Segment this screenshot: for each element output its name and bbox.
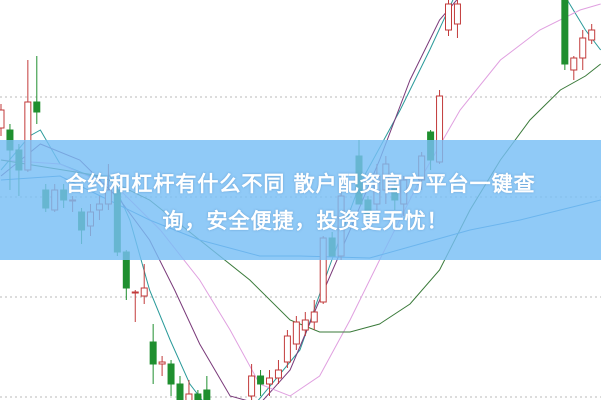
candle-body xyxy=(158,361,166,365)
candle-body xyxy=(283,335,291,363)
candle-body xyxy=(301,319,309,331)
title-banner: 合约和杠杆有什么不同 散户配资官方平台一键查 询，安全便捷，投资更无忧！ xyxy=(0,140,601,260)
candle-body xyxy=(561,0,569,65)
candle-body xyxy=(274,369,282,379)
candle-body xyxy=(33,101,41,113)
candle-body xyxy=(176,383,184,400)
candle-body xyxy=(445,3,452,31)
candle-body xyxy=(194,393,202,400)
candle-body xyxy=(140,287,148,297)
candle-body xyxy=(588,29,596,41)
candle-body xyxy=(266,377,273,385)
candle-body xyxy=(149,341,157,365)
candle-body xyxy=(203,389,211,400)
banner-line-1: 合约和杠杆有什么不同 散户配资官方平台一键查 xyxy=(65,172,536,196)
candle-body xyxy=(579,37,587,59)
candle-body xyxy=(167,363,175,385)
candle-body xyxy=(453,3,461,25)
candle-body xyxy=(310,311,318,323)
candle-body xyxy=(292,321,300,345)
candle-body xyxy=(185,393,193,400)
candle-body xyxy=(257,375,265,385)
candle-body xyxy=(248,375,256,397)
banner-line-2: 询，安全便捷，投资更无忧！ xyxy=(162,209,449,233)
candle-body xyxy=(131,291,139,294)
candle-body xyxy=(0,109,5,129)
candle-body xyxy=(570,57,578,71)
